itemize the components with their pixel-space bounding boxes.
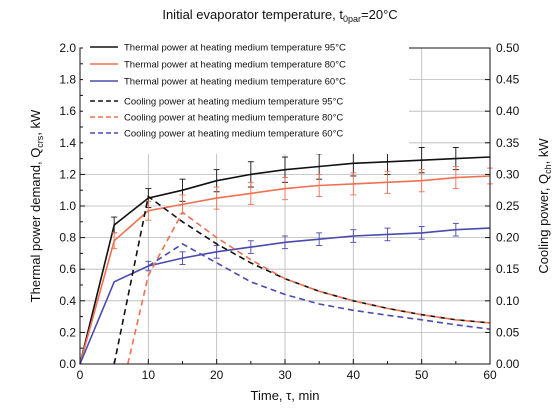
right-y-tick-label: 0.20 <box>496 231 520 245</box>
right-y-tick-label: 0.15 <box>496 262 520 276</box>
legend-label-2: Thermal power at heating medium temperat… <box>124 77 346 88</box>
ticks-group: 0 10 20 30 40 50 60 0.0 0.2 0.4 0.6 0.8 1.0 1.2 1.4 1.6… <box>59 41 519 382</box>
x-tick-label: 30 <box>278 368 292 382</box>
left-y-tick-label: 1.4 <box>59 136 76 150</box>
series-line-4 <box>127 211 491 365</box>
x-tick-label: 60 <box>483 368 497 382</box>
legend-label-0: Thermal power at heating medium temperat… <box>124 43 346 54</box>
legend: Thermal power at heating medium temperat… <box>83 37 409 154</box>
series-group <box>79 147 493 365</box>
left-y-tick-label: 2.0 <box>59 41 76 55</box>
left-y-axis-label: Thermal power demand, Qcrs, kW <box>28 109 45 302</box>
legend-background <box>83 37 409 154</box>
x-tick-label: 40 <box>347 368 361 382</box>
right-y-tick-label: 0.30 <box>496 167 520 181</box>
left-y-tick-label: 1.0 <box>59 199 76 213</box>
left-y-tick-label: 1.8 <box>59 73 76 87</box>
x-tick-label: 0 <box>77 368 84 382</box>
right-y-tick-label: 0.05 <box>496 325 520 339</box>
right-y-tick-label: 0.35 <box>496 136 520 150</box>
x-tick-label: 10 <box>142 368 156 382</box>
left-y-tick-label: 0.6 <box>59 262 76 276</box>
x-tick-label: 20 <box>210 368 224 382</box>
left-y-tick-label: 1.2 <box>59 167 76 181</box>
legend-label-4: Cooling power at heating medium temperat… <box>124 113 343 124</box>
left-y-tick-label: 0.4 <box>59 294 76 308</box>
left-y-tick-label: 0.2 <box>59 325 76 339</box>
right-y-tick-label: 0.10 <box>496 294 520 308</box>
legend-label-3: Cooling power at heating medium temperat… <box>124 97 343 108</box>
right-y-tick-label: 0.45 <box>496 73 520 87</box>
right-y-tick-label: 0.40 <box>496 104 520 118</box>
right-y-tick-label: 0.25 <box>496 199 520 213</box>
left-y-tick-label: 1.6 <box>59 104 76 118</box>
x-tick-label: 50 <box>415 368 429 382</box>
left-y-tick-label: 0.0 <box>59 357 76 371</box>
series-line-5 <box>147 242 491 330</box>
left-y-tick-label: 0.8 <box>59 231 76 245</box>
chart-title: Initial evaporator temperature, t0par=20… <box>162 7 397 24</box>
x-axis-label: Time, τ, min <box>251 388 320 403</box>
series-line-3 <box>113 195 491 365</box>
legend-label-5: Cooling power at heating medium temperat… <box>124 129 343 140</box>
right-y-tick-label: 0.50 <box>496 41 520 55</box>
legend-label-1: Thermal power at heating medium temperat… <box>124 60 346 71</box>
right-y-tick-label: 0.00 <box>496 357 520 371</box>
right-y-axis-label: Cooling power, Qch, kW <box>536 138 553 274</box>
